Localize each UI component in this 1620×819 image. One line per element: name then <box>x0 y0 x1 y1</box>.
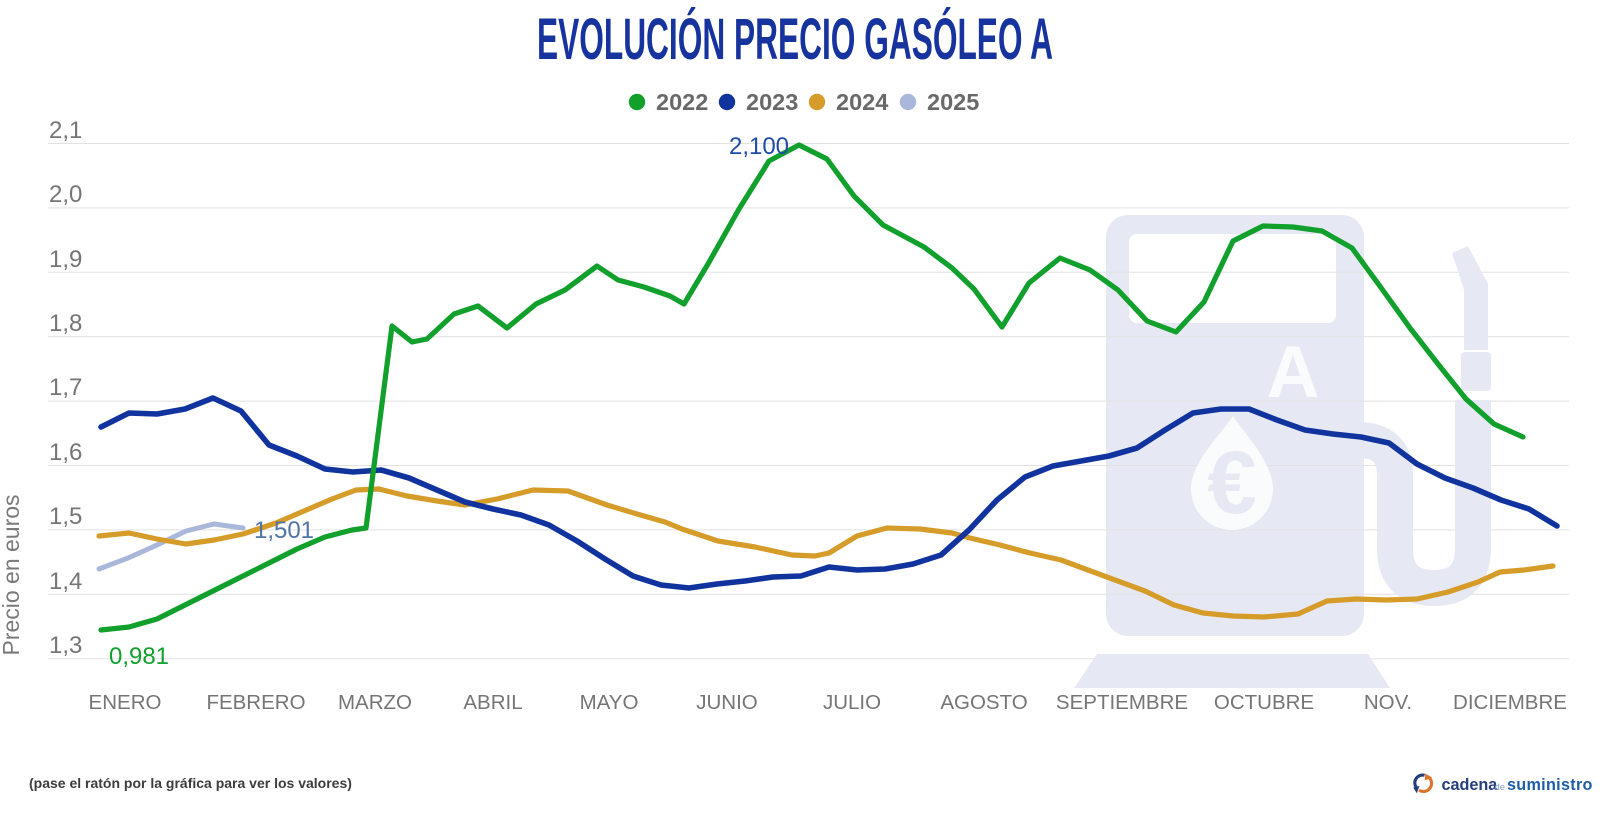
svg-text:1,3: 1,3 <box>49 632 82 659</box>
svg-text:FEBRERO: FEBRERO <box>206 691 305 714</box>
svg-text:NOV.: NOV. <box>1364 691 1412 714</box>
svg-text:1,5: 1,5 <box>49 503 82 530</box>
svg-text:EVOLUCIÓN PRECIO GASÓLEO A: EVOLUCIÓN PRECIO GASÓLEO A <box>537 7 1053 72</box>
svg-text:2023: 2023 <box>746 89 798 115</box>
svg-text:ABRIL: ABRIL <box>463 691 522 714</box>
svg-text:JULIO: JULIO <box>823 691 881 714</box>
svg-text:AGOSTO: AGOSTO <box>940 691 1027 714</box>
svg-text:1,4: 1,4 <box>49 568 82 595</box>
svg-text:1,6: 1,6 <box>49 439 82 466</box>
svg-text:€: € <box>1207 432 1257 532</box>
svg-text:2025: 2025 <box>927 89 979 115</box>
svg-text:A: A <box>1267 332 1320 413</box>
svg-text:JUNIO: JUNIO <box>696 691 758 714</box>
svg-text:2024: 2024 <box>836 89 888 115</box>
svg-text:de: de <box>1495 782 1506 793</box>
svg-text:OCTUBRE: OCTUBRE <box>1214 691 1314 714</box>
svg-text:DICIEMBRE: DICIEMBRE <box>1453 691 1567 714</box>
svg-text:2022: 2022 <box>656 89 708 115</box>
svg-text:2,100: 2,100 <box>729 133 789 160</box>
svg-text:suministro: suministro <box>1507 776 1593 794</box>
svg-text:SEPTIEMBRE: SEPTIEMBRE <box>1056 691 1188 714</box>
svg-text:0,981: 0,981 <box>109 643 169 670</box>
svg-text:1,501: 1,501 <box>254 517 314 544</box>
svg-text:1,8: 1,8 <box>49 310 82 337</box>
svg-text:MAYO: MAYO <box>580 691 639 714</box>
svg-text:(pase el ratón por la gráfica: (pase el ratón por la gráfica para ver l… <box>29 775 352 791</box>
svg-text:1,9: 1,9 <box>49 246 82 273</box>
svg-text:Precio en euros: Precio en euros <box>0 494 24 655</box>
svg-text:2,0: 2,0 <box>49 181 82 208</box>
svg-text:MARZO: MARZO <box>338 691 412 714</box>
svg-text:cadena: cadena <box>1442 776 1499 794</box>
svg-text:2,1: 2,1 <box>49 117 82 144</box>
svg-text:ENERO: ENERO <box>89 691 162 714</box>
svg-text:1,7: 1,7 <box>49 374 82 401</box>
